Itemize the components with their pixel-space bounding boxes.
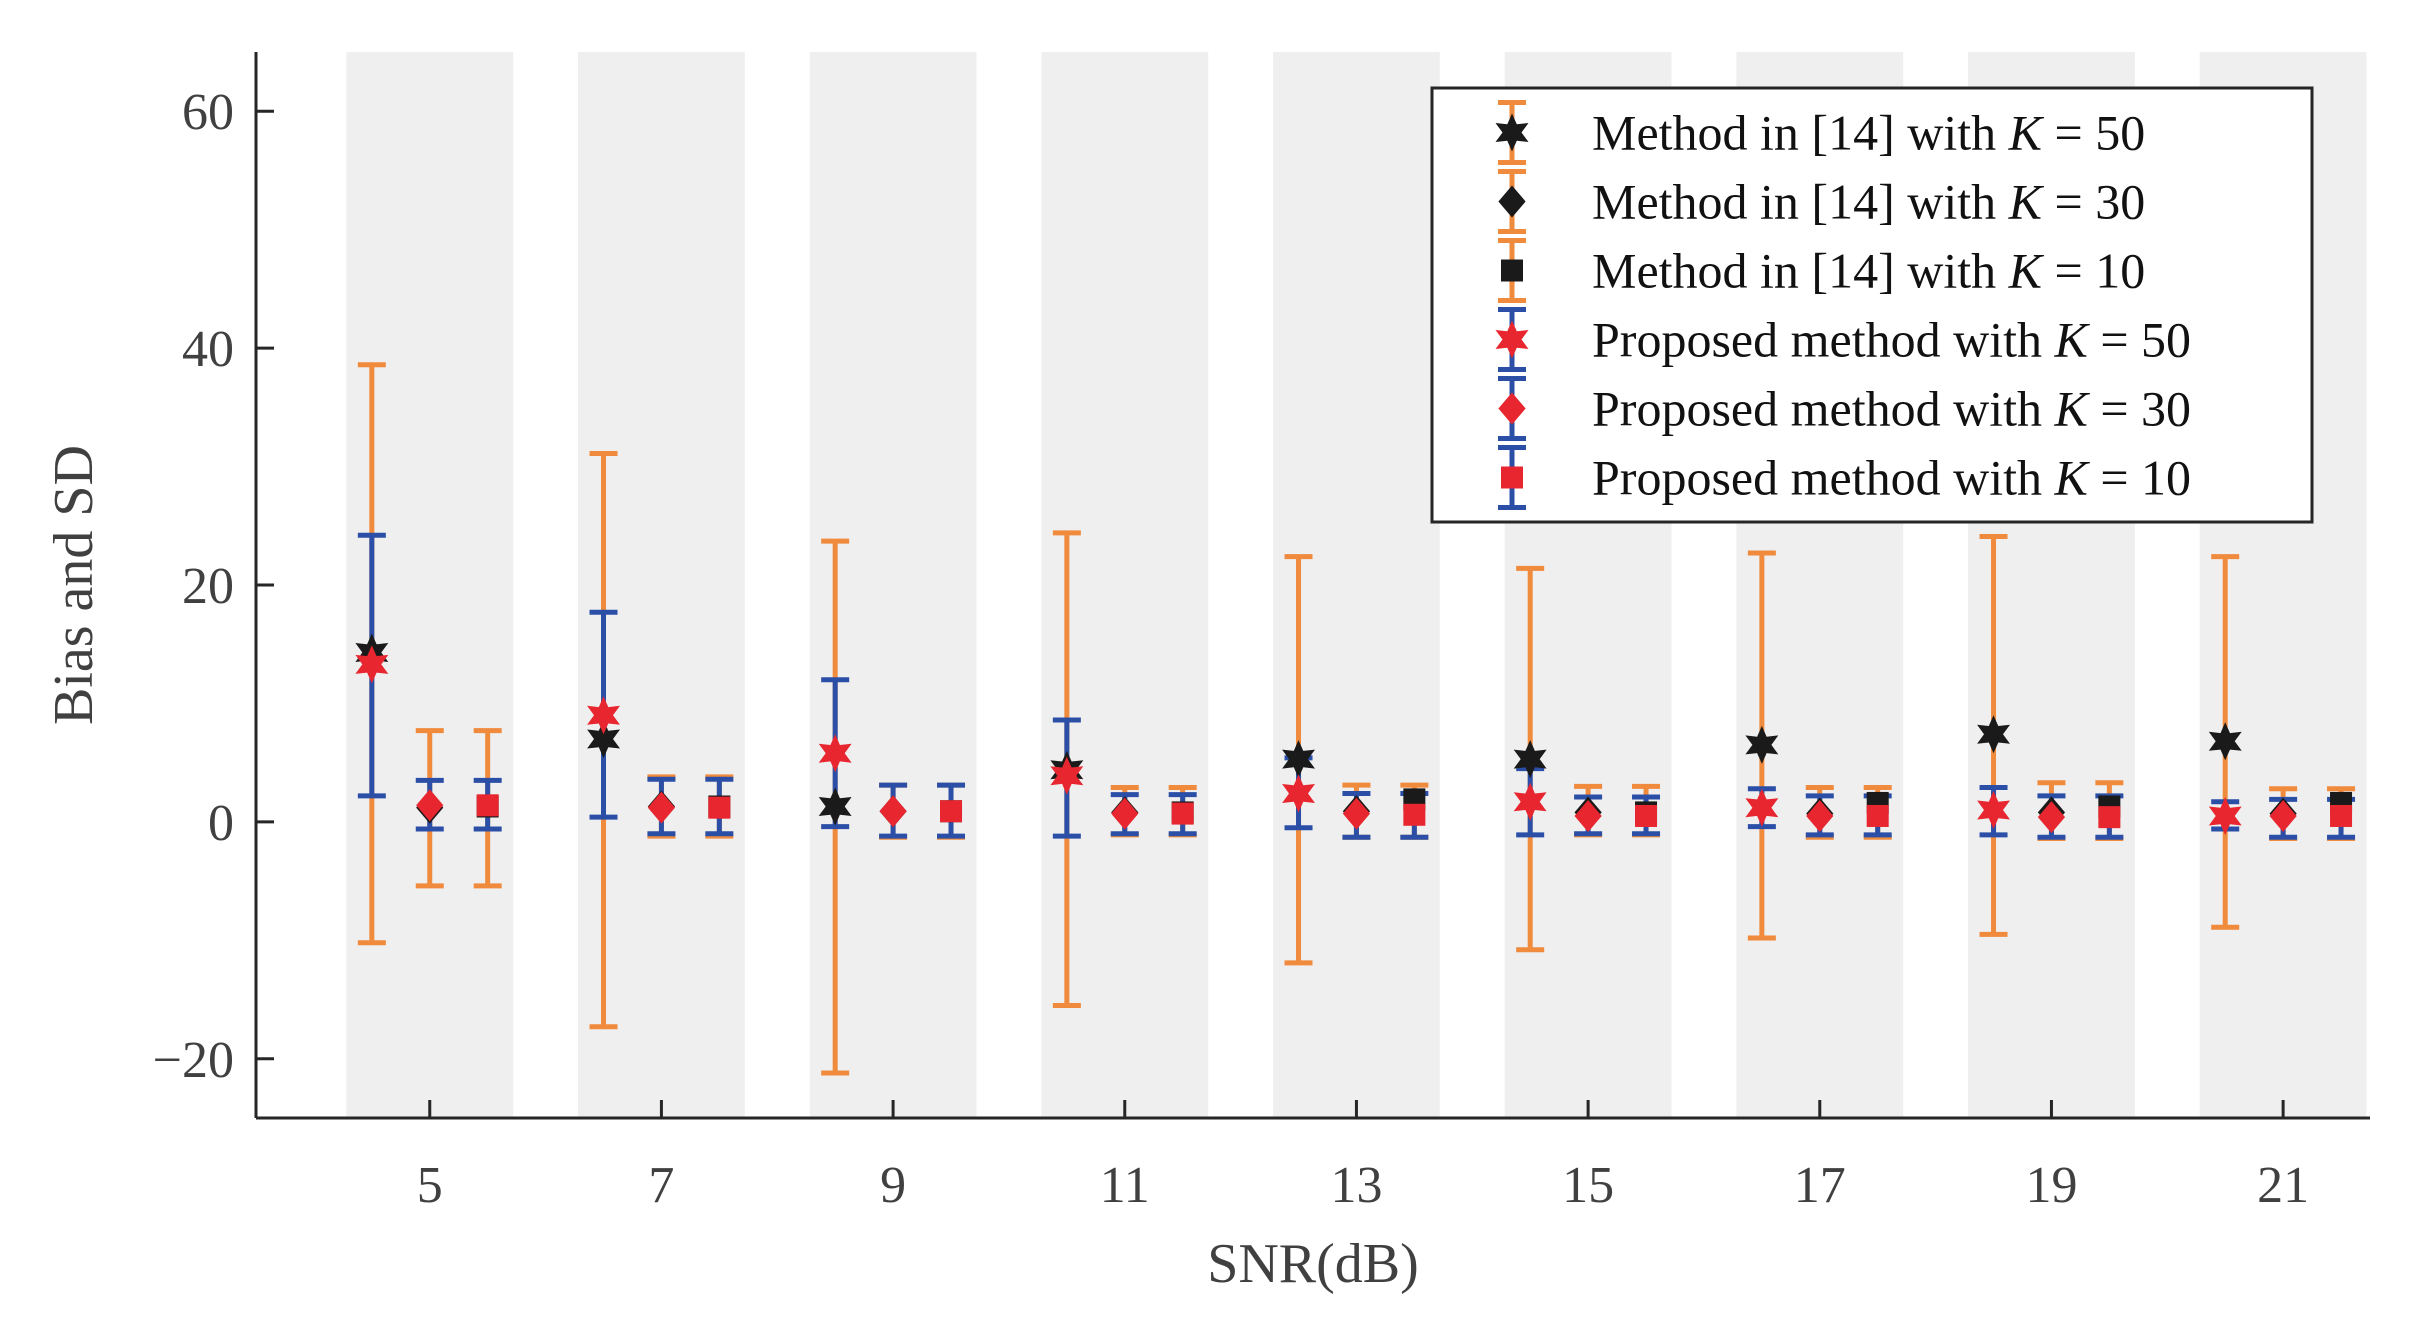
point-proposed-k30 [879, 795, 907, 828]
tick-labels: −20 0 20 40 60 5 7 9 11 13 15 17 19 21 [153, 84, 2309, 1214]
legend-marker [1498, 392, 1526, 425]
legend-label: Method in [14] with K = 30 [1592, 174, 2145, 230]
x-tick-label: 17 [1794, 1157, 1846, 1214]
point-proposed-k50 [1745, 788, 1779, 827]
x-tick-label: 11 [1100, 1157, 1150, 1214]
legend-marker [1495, 320, 1529, 359]
x-axis-title: SNR(dB) [1207, 1233, 1419, 1295]
legend-entry-method14-k50: Method in [14] with K = 50 [1495, 100, 2145, 165]
point-method14-k50 [1513, 740, 1547, 779]
y-axis-title: Bias and SD [43, 445, 105, 725]
legend-marker [1501, 259, 1523, 282]
point-proposed-k30 [416, 789, 444, 822]
point-method14-k50 [818, 787, 852, 826]
axis-ticks [256, 109, 2285, 1118]
data-markers [355, 633, 2353, 835]
point-proposed-k30 [2037, 801, 2066, 834]
point-proposed-k10 [1866, 804, 1889, 827]
legend-label: Proposed method with K = 50 [1592, 312, 2191, 368]
point-method14-k50 [1282, 740, 1315, 779]
legend-entry-method14-k30: Method in [14] with K = 30 [1498, 169, 2145, 234]
y-tick-label: −20 [153, 1032, 234, 1089]
legend-entry-proposed-k10: Proposed method with K = 10 [1498, 445, 2191, 510]
legend-label: Proposed method with K = 10 [1592, 450, 2191, 506]
point-proposed-k10 [1635, 804, 1658, 827]
point-proposed-k50 [1513, 782, 1547, 821]
y-tick-label: 40 [182, 321, 234, 378]
point-proposed-k30 [1342, 797, 1371, 830]
legend-label: Proposed method with K = 30 [1592, 381, 2191, 437]
legend-label: Method in [14] with K = 50 [1592, 105, 2145, 161]
point-method14-k50 [1977, 715, 2010, 754]
point-proposed-k10 [2098, 806, 2121, 829]
point-proposed-k50 [1050, 756, 1084, 795]
point-proposed-k50 [355, 645, 389, 684]
legend-box [1430, 86, 2314, 524]
point-method14-k50 [1745, 725, 1779, 764]
point-proposed-k10 [476, 794, 499, 817]
point-proposed-k50 [1977, 791, 2010, 829]
point-proposed-k30 [2269, 799, 2297, 832]
point-proposed-k50 [587, 696, 620, 735]
legend-marker [1498, 185, 1526, 218]
legend-entry-proposed-k50: Proposed method with K = 50 [1495, 307, 2191, 372]
point-proposed-k10 [940, 800, 963, 823]
point-proposed-k30 [647, 791, 676, 824]
legend-entry-proposed-k30: Proposed method with K = 30 [1498, 376, 2191, 441]
point-proposed-k50 [1282, 774, 1315, 813]
point-method14-k50 [587, 720, 620, 758]
x-tick-label: 7 [648, 1157, 674, 1214]
x-tick-label: 9 [880, 1157, 906, 1214]
point-proposed-k30 [1574, 799, 1602, 832]
point-proposed-k10 [1403, 803, 1426, 826]
point-method14-k50 [2208, 722, 2242, 761]
point-proposed-k10 [1171, 802, 1194, 825]
point-proposed-k50 [818, 734, 852, 773]
point-proposed-k50 [2208, 797, 2242, 835]
point-proposed-k10 [708, 796, 731, 819]
legend-marker [1495, 113, 1529, 152]
point-proposed-k10 [2330, 804, 2353, 827]
y-tick-label: 20 [182, 558, 234, 615]
point-proposed-k30 [1111, 797, 1139, 830]
y-tick-label: 60 [182, 84, 234, 141]
x-tick-label: 21 [2257, 1157, 2309, 1214]
legend-label: Method in [14] with K = 10 [1592, 243, 2145, 299]
point-proposed-k30 [1806, 799, 1834, 832]
legend-entry-method14-k10: Method in [14] with K = 10 [1498, 238, 2145, 303]
y-tick-label: 0 [208, 795, 234, 852]
legend-marker [1501, 466, 1523, 489]
legend: Method in [14] with K = 50 Method in [14]… [1430, 86, 2314, 524]
x-tick-label: 19 [2025, 1157, 2077, 1214]
x-tick-label: 15 [1562, 1157, 1614, 1214]
x-tick-label: 13 [1330, 1157, 1382, 1214]
axes [254, 52, 2370, 1120]
x-tick-label: 5 [417, 1157, 443, 1214]
